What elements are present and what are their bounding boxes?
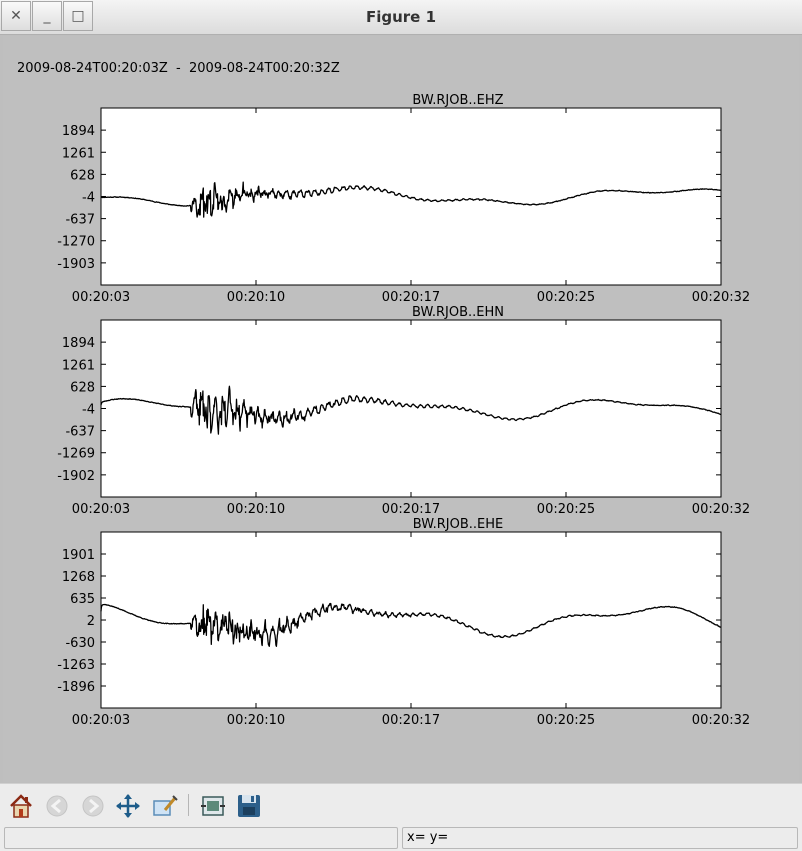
waveform-trace-2 (100, 385, 722, 435)
ytick-label: -637 (65, 213, 95, 228)
window-titlebar: ✕ _ □ Figure 1 (0, 0, 802, 35)
ytick-label: -1270 (57, 235, 95, 250)
xtick-label: 00:20:03 (72, 502, 130, 517)
xtick-label: 00:20:17 (382, 290, 440, 305)
window-title: Figure 1 (365, 8, 437, 26)
xtick-label: 00:20:03 (72, 290, 130, 305)
xtick-label: 00:20:32 (692, 502, 750, 517)
xtick-label: 00:20:17 (382, 502, 440, 517)
subplot-title-2: BW.RJOB..EHN (412, 305, 504, 320)
subplots-icon[interactable] (199, 792, 227, 820)
ytick-label: -4 (82, 190, 95, 205)
ytick-label: -4 (82, 403, 95, 418)
ytick-label: -1269 (57, 447, 95, 462)
forward-arrow-icon[interactable] (79, 792, 107, 820)
ytick-label: -1903 (57, 257, 95, 272)
axes-background-1 (101, 108, 721, 285)
axes-background-3 (101, 532, 721, 708)
xtick-label: 00:20:03 (72, 713, 130, 728)
xtick-label: 00:20:10 (227, 290, 285, 305)
xtick-label: 00:20:17 (382, 713, 440, 728)
minimize-button[interactable]: _ (32, 1, 62, 31)
ytick-label: 1261 (62, 358, 95, 373)
ytick-label: 1901 (62, 548, 95, 563)
waveform-trace-1 (100, 181, 722, 218)
axes-background-2 (101, 320, 721, 497)
ytick-label: -637 (65, 425, 95, 440)
ytick-label: 1894 (62, 124, 95, 139)
status-bar: x= y= (0, 825, 802, 851)
xtick-label: 00:20:25 (537, 713, 595, 728)
subplot-title-1: BW.RJOB..EHZ (412, 93, 503, 108)
navigation-toolbar (0, 783, 802, 825)
figure-supertitle: 2009-08-24T00:20:03Z - 2009-08-24T00:20:… (17, 61, 340, 76)
ytick-label: 1894 (62, 336, 95, 351)
xtick-label: 00:20:32 (692, 290, 750, 305)
ytick-label: -1896 (57, 680, 95, 695)
xtick-label: 00:20:10 (227, 502, 285, 517)
home-icon[interactable] (7, 792, 35, 820)
seismogram-plots: BW.RJOB..EHZ 1894 1261 628 -4 -637 -1270 -1903 0… (57, 93, 750, 728)
ytick-label: 2 (87, 614, 95, 629)
xtick-label: 00:20:32 (692, 713, 750, 728)
xtick-label: 00:20:10 (227, 713, 285, 728)
ytick-label: 1268 (62, 570, 95, 585)
xtick-label: 00:20:25 (537, 290, 595, 305)
xtick-label: 00:20:25 (537, 502, 595, 517)
toolbar-separator (188, 794, 189, 816)
maximize-button[interactable]: □ (63, 1, 93, 31)
ytick-label: 635 (70, 592, 95, 607)
waveform-trace-3 (100, 602, 722, 647)
cursor-coordinates: x= y= (402, 827, 798, 849)
save-icon[interactable] (235, 792, 263, 820)
zoom-rect-icon[interactable] (151, 792, 179, 820)
ytick-label: 1261 (62, 146, 95, 161)
ytick-label: -1263 (57, 658, 95, 673)
ytick-label: -630 (65, 636, 95, 651)
close-button[interactable]: ✕ (1, 1, 31, 31)
ytick-label: 628 (70, 380, 95, 395)
pan-icon[interactable] (114, 792, 142, 820)
ytick-label: -1902 (57, 469, 95, 484)
back-arrow-icon[interactable] (43, 792, 71, 820)
status-message (4, 827, 398, 849)
subplot-title-3: BW.RJOB..EHE (413, 517, 503, 532)
ytick-label: 628 (70, 168, 95, 183)
